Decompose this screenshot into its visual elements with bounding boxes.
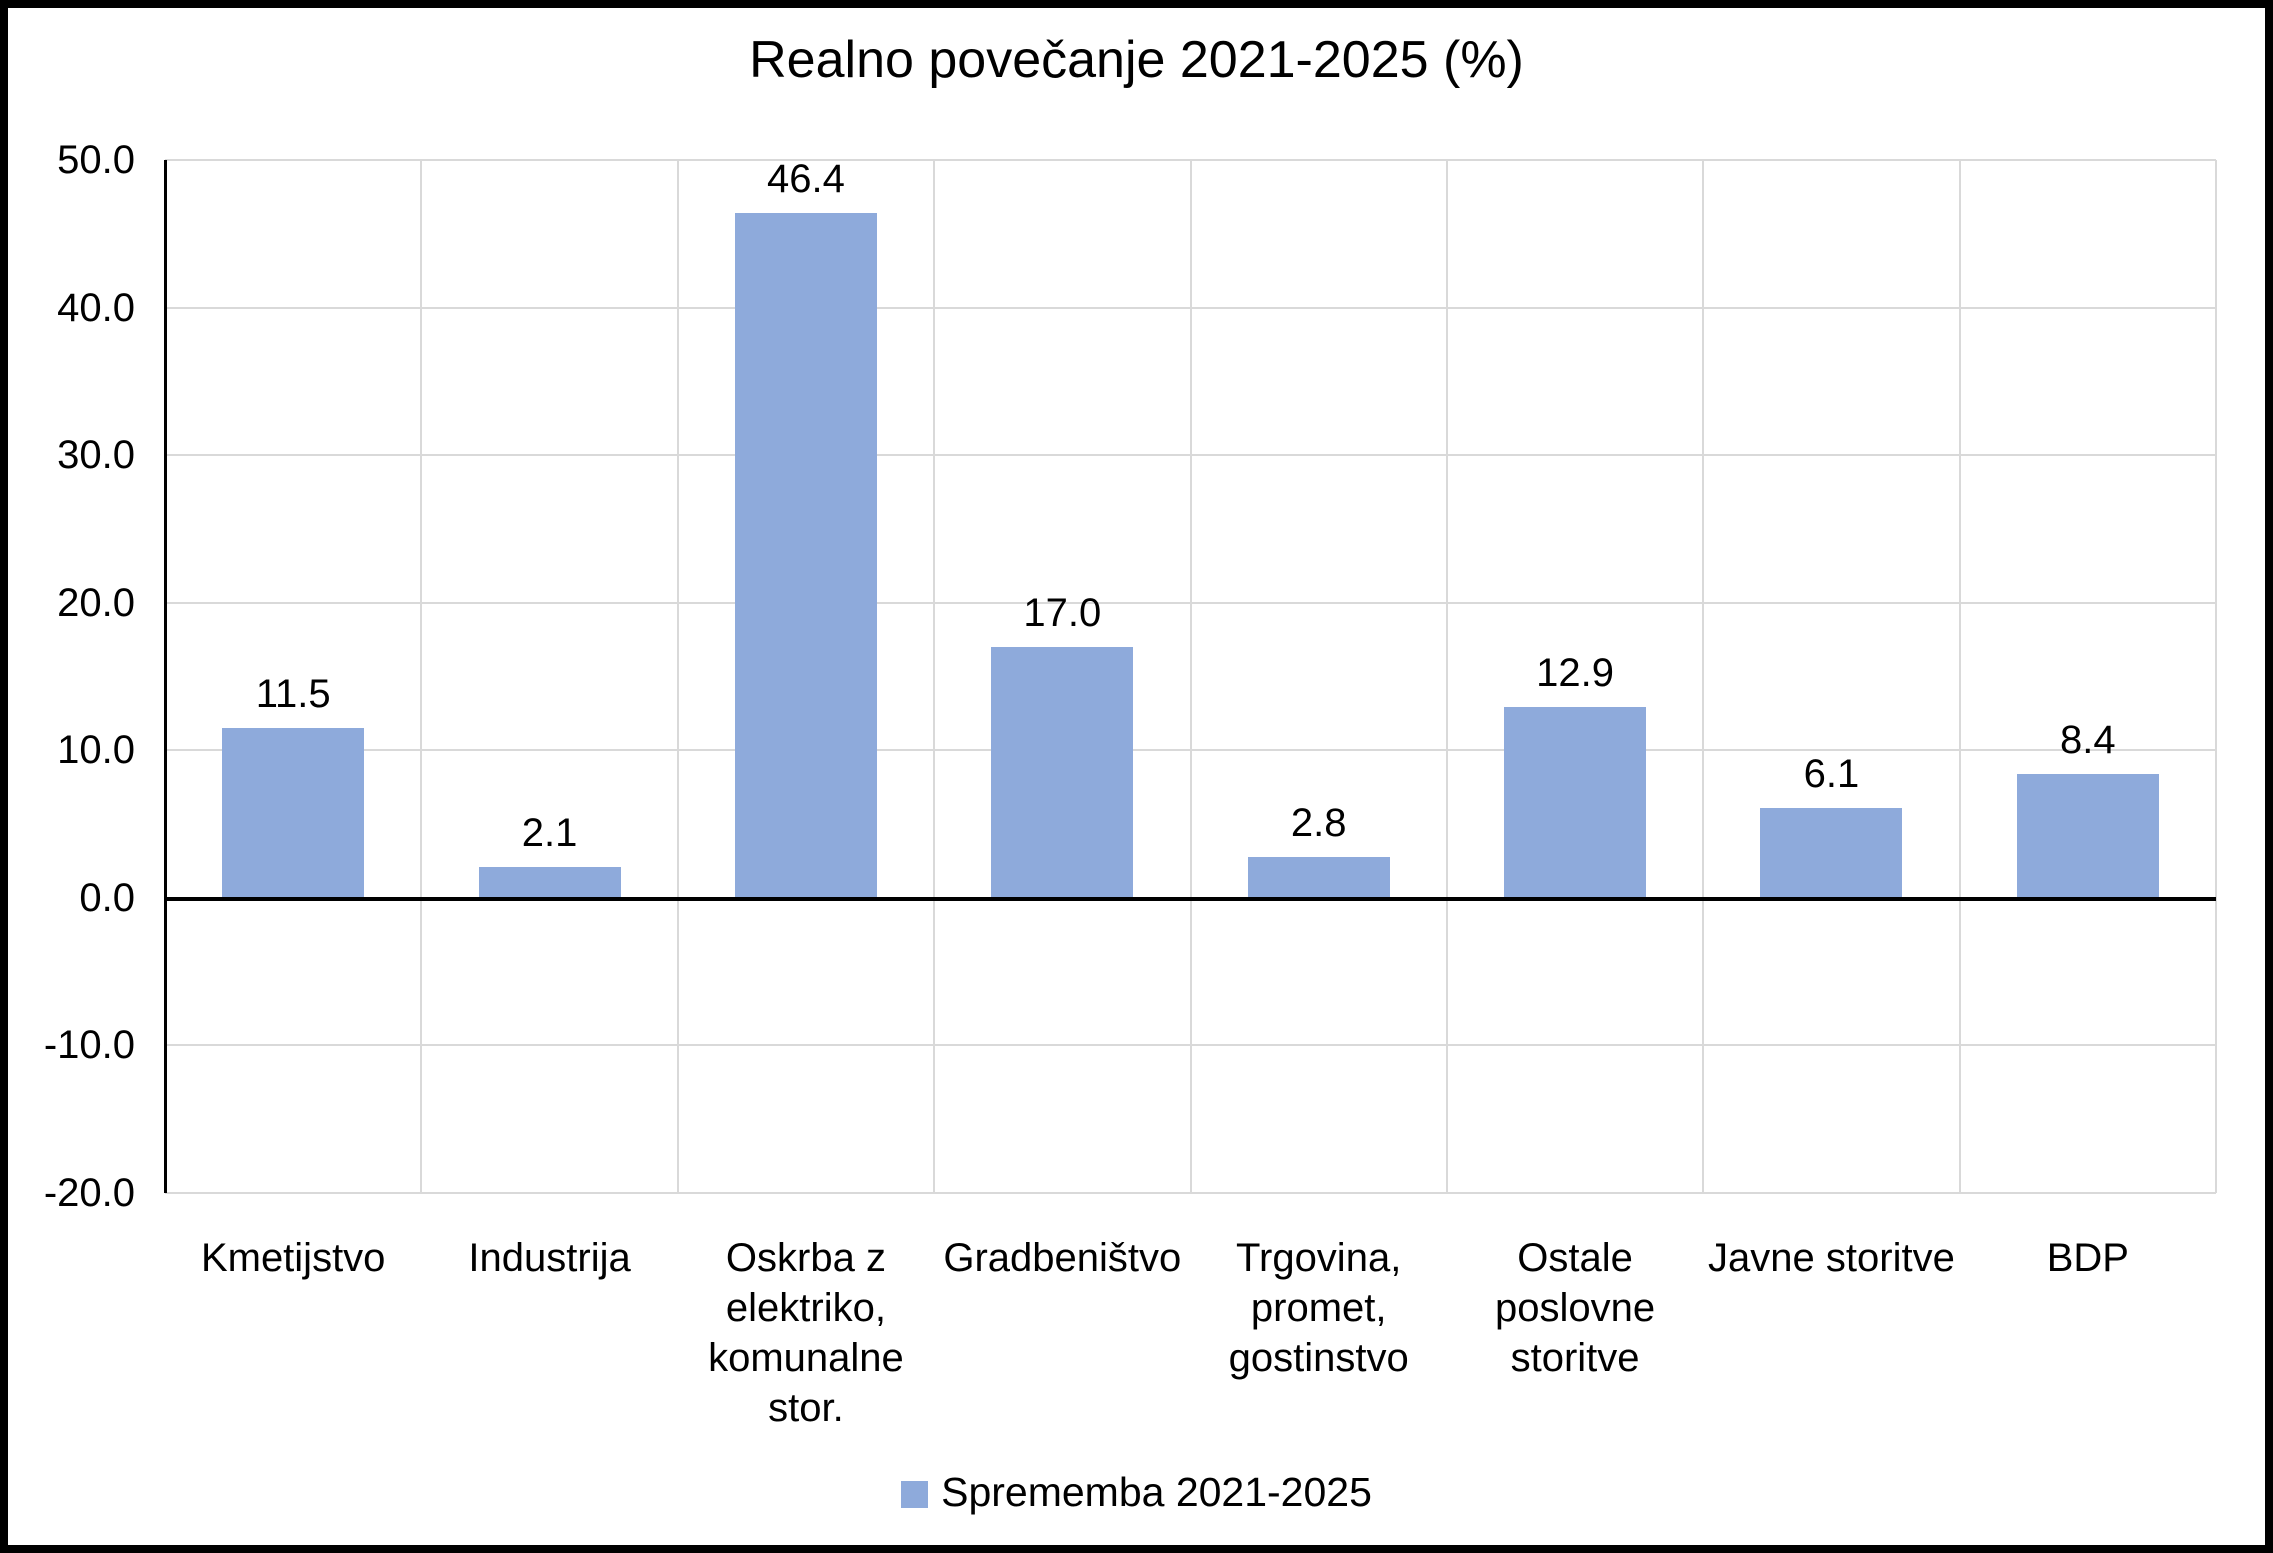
h-gridline bbox=[165, 1192, 2216, 1194]
bar-value-label: 2.1 bbox=[521, 810, 578, 855]
bar-1 bbox=[478, 866, 621, 898]
v-gridline bbox=[933, 160, 936, 1193]
y-axis-tick-label: 10.0 bbox=[57, 728, 135, 773]
y-axis-tick-label: 0.0 bbox=[79, 875, 135, 920]
x-axis-category-label: Javne storitve bbox=[1708, 1236, 1955, 1280]
chart-title: Realno povečanje 2021-2025 (%) bbox=[749, 31, 1524, 89]
zero-axis-line bbox=[165, 896, 2216, 901]
x-axis-category-label: Trgovina, promet, gostinstvo bbox=[1228, 1236, 1409, 1380]
y-axis-tick-label: 50.0 bbox=[57, 138, 135, 182]
y-axis-tick-label: 20.0 bbox=[57, 580, 135, 625]
bar-value-label: 2.8 bbox=[1290, 800, 1347, 845]
v-gridline bbox=[676, 160, 679, 1193]
x-axis-category-label: Kmetijstvo bbox=[200, 1236, 386, 1280]
x-axis-category-label: BDP bbox=[2046, 1236, 2129, 1280]
x-axis-category-label: Oskrba z elektriko, komunalne stor. bbox=[708, 1236, 904, 1430]
bar-value-label: 17.0 bbox=[1023, 590, 1102, 635]
legend: Sprememba 2021-2025 bbox=[8, 1468, 2265, 1516]
y-axis-tick-label: 30.0 bbox=[57, 433, 135, 478]
plot-area: 50.0 40.0 30.0 20.0 10.0 0.0 -10.0 -20.0 11.5 2.1… bbox=[8, 8, 2265, 1545]
bar-4 bbox=[1247, 856, 1390, 898]
bar-value-label: 11.5 bbox=[255, 672, 331, 717]
bar-value-label: 46.4 bbox=[767, 157, 845, 202]
x-axis-category-label: Ostale poslovne storitve bbox=[1495, 1236, 1656, 1380]
v-gridline bbox=[1189, 160, 1192, 1193]
v-gridline bbox=[420, 160, 423, 1193]
y-axis-line bbox=[164, 160, 167, 1193]
bar-5 bbox=[1504, 707, 1647, 898]
legend-series-swatch-icon bbox=[901, 1480, 929, 1508]
y-axis-tick-label: 40.0 bbox=[57, 285, 135, 330]
bar-6 bbox=[1760, 807, 1903, 898]
x-axis-category-label: Industrija bbox=[468, 1236, 631, 1280]
v-gridline bbox=[2215, 160, 2217, 1193]
bar-0 bbox=[222, 728, 365, 898]
bar-value-label: 6.1 bbox=[1803, 751, 1860, 796]
x-axis-category-label: Gradbeništvo bbox=[943, 1236, 1182, 1280]
bar-value-label: 8.4 bbox=[2060, 717, 2116, 762]
bar-2 bbox=[734, 213, 877, 898]
bar-3 bbox=[991, 646, 1134, 898]
y-axis-tick-label: -20.0 bbox=[43, 1171, 135, 1215]
v-gridline bbox=[1958, 160, 1961, 1193]
v-gridline bbox=[1445, 160, 1448, 1193]
v-gridline bbox=[1702, 160, 1705, 1193]
legend-series-label: Sprememba 2021-2025 bbox=[941, 1469, 1372, 1515]
y-axis-tick-label: -10.0 bbox=[43, 1023, 135, 1068]
bar-7 bbox=[2016, 773, 2159, 898]
bar-value-label: 12.9 bbox=[1536, 651, 1614, 696]
